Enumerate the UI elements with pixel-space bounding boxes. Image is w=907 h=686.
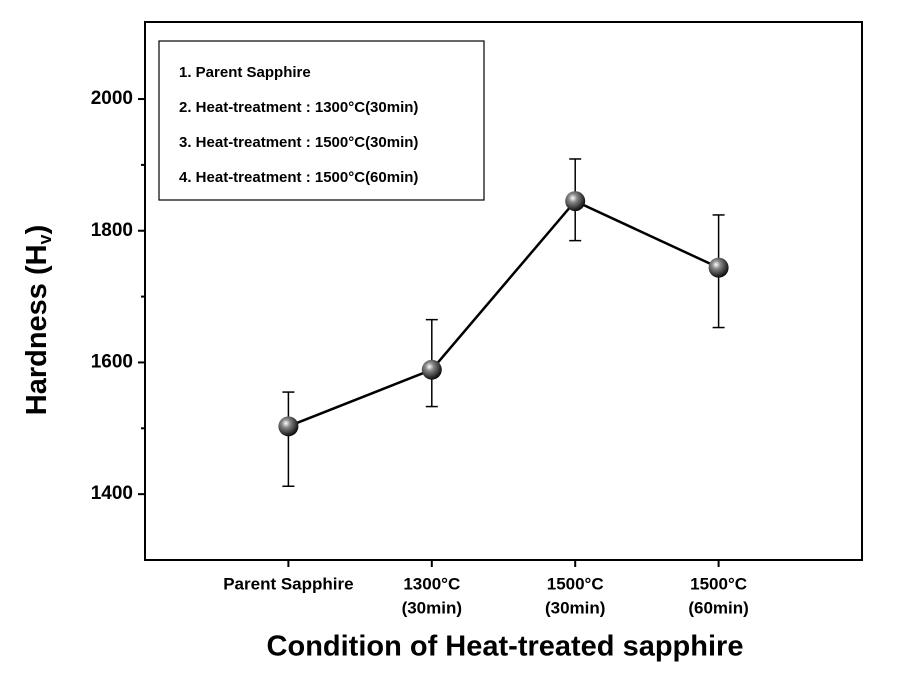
legend-box (158, 40, 485, 201)
data-point (708, 257, 729, 278)
plot-frame (144, 21, 863, 561)
data-point (278, 416, 299, 437)
x-tick-label: 1500°C (547, 574, 604, 593)
legend-item: 1. Parent Sapphire (179, 64, 311, 81)
x-tick-label: Parent Sapphire (223, 574, 353, 593)
data-point (421, 359, 442, 380)
y-label-sub: v (35, 234, 55, 244)
y-tick-label: 1600 (91, 351, 133, 372)
legend-item: 2. Heat-treatment : 1300°C(30min) (179, 99, 418, 116)
y-label-text: Hardness (H (21, 244, 53, 415)
y-tick-label: 1800 (91, 220, 133, 241)
data-line (287, 199, 720, 428)
x-axis-label: Condition of Heat-treated sapphire (267, 631, 744, 663)
legend-item: 4. Heat-treatment : 1500°C(60min) (179, 169, 418, 186)
data-point (565, 191, 586, 212)
x-tick-label: 1300°C (403, 574, 460, 593)
x-tick-label: (30min) (402, 598, 462, 617)
y-tick-label: 1400 (91, 483, 133, 504)
error-bar (282, 391, 295, 487)
legend-item: 3. Heat-treatment : 1500°C(30min) (179, 134, 418, 151)
y-label-text: ) (21, 225, 53, 235)
y-axis-label: Hardness (Hv) (21, 225, 55, 416)
x-tick-label: 1500°C (690, 574, 747, 593)
x-tick-label: (60min) (688, 598, 748, 617)
y-tick-label: 2000 (91, 88, 133, 109)
x-tick-label: (30min) (545, 598, 605, 617)
